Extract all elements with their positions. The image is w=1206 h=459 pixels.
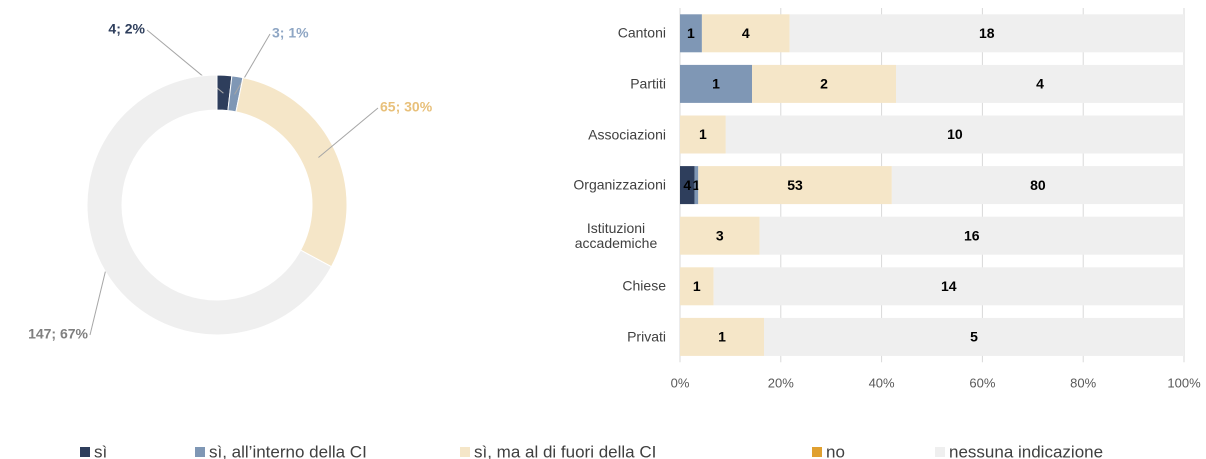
x-tick-label: 0%	[671, 375, 690, 390]
data-label: 1	[693, 177, 701, 193]
bar-segment	[759, 216, 1184, 255]
legend-swatch	[460, 447, 470, 457]
x-tick-label: 100%	[1167, 375, 1201, 390]
donut-slice	[235, 77, 348, 268]
data-label: 14	[941, 278, 957, 294]
data-label: 1	[693, 278, 701, 294]
legend-label: no	[826, 442, 845, 459]
x-tick-label: 40%	[869, 375, 895, 390]
bar-segment	[713, 267, 1184, 306]
data-label: 3	[716, 227, 724, 243]
bar-segment	[680, 267, 714, 306]
data-label: 4	[742, 25, 750, 41]
bar-segment	[764, 317, 1184, 356]
y-tick-label: Organizzazioni	[573, 176, 666, 193]
legend-label: sì	[94, 442, 107, 459]
data-label: 3; 1%	[272, 25, 309, 41]
y-tick-label: Partiti	[630, 75, 666, 92]
bar-segment	[891, 166, 1184, 205]
bar-segment	[698, 166, 892, 205]
legend-label: sì, ma al di fuori della CI	[474, 442, 656, 459]
data-label: 65; 30%	[380, 99, 433, 115]
data-label: 10	[947, 126, 963, 142]
y-tick-label: Istituzioni accademiche	[574, 219, 658, 251]
x-tick-label: 20%	[768, 375, 794, 390]
data-label: 2	[820, 76, 828, 92]
data-label: 4; 2%	[108, 21, 145, 37]
data-label: 16	[964, 227, 980, 243]
bar-segment	[701, 14, 790, 53]
data-label: 80	[1030, 177, 1046, 193]
data-label: 4	[1036, 76, 1044, 92]
bar-segment	[680, 317, 764, 356]
legend-label: sì, all’interno della CI	[209, 442, 367, 459]
legend-swatch	[935, 447, 945, 457]
legend-swatch	[812, 447, 822, 457]
data-label: 147; 67%	[28, 326, 88, 342]
bar-segment	[680, 216, 760, 255]
x-tick-label: 60%	[969, 375, 995, 390]
bar-segment	[752, 64, 896, 103]
data-label: 1	[718, 329, 726, 345]
data-label: 53	[787, 177, 803, 193]
bar-segment	[789, 14, 1184, 53]
y-tick-label: Privati	[627, 328, 666, 345]
bar-segment	[680, 64, 752, 103]
bar-segment	[694, 166, 699, 205]
data-label: 1	[712, 76, 720, 92]
data-label: 1	[699, 126, 707, 142]
legend-label: nessuna indicazione	[949, 442, 1103, 459]
bar-segment	[680, 115, 726, 154]
data-label: 1	[687, 25, 695, 41]
bar-segment	[896, 64, 1184, 103]
bar-segment	[680, 14, 702, 53]
y-tick-label: Chiese	[622, 277, 666, 294]
leader-line	[318, 107, 379, 158]
data-label: 5	[970, 329, 978, 345]
legend-swatch	[195, 447, 205, 457]
legend-swatch	[80, 447, 90, 457]
y-tick-label: Associazioni	[588, 126, 666, 142]
data-label: 18	[979, 25, 995, 41]
bar-segment	[725, 115, 1184, 154]
leader-line	[89, 271, 106, 336]
x-tick-label: 80%	[1070, 375, 1096, 390]
donut-slice	[86, 74, 333, 336]
data-label: 4	[683, 177, 691, 193]
leader-line	[234, 33, 271, 95]
bar-segment	[680, 166, 695, 205]
y-tick-label: Cantoni	[617, 24, 666, 41]
